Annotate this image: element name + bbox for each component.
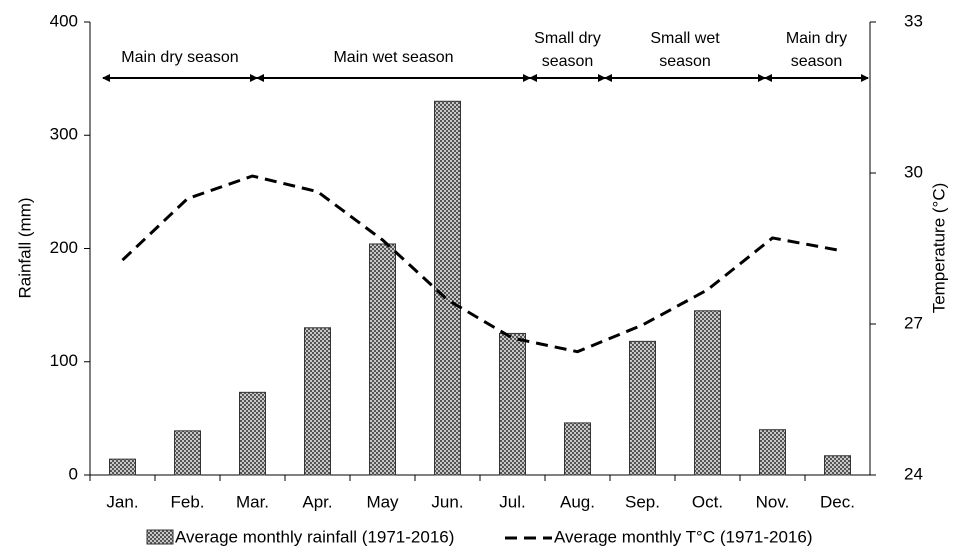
bar bbox=[564, 422, 591, 476]
x-tick-label: Feb. bbox=[170, 492, 204, 511]
season-label: Main dry bbox=[786, 30, 847, 47]
legend-label: Average monthly T°C (1971-2016) bbox=[554, 527, 812, 546]
x-tick-label: Oct. bbox=[692, 492, 723, 511]
season-label: season bbox=[791, 53, 843, 70]
x-tick-label: Mar. bbox=[236, 492, 269, 511]
y2-axis-label: Temperature (°C) bbox=[929, 183, 948, 314]
x-tick-label: Sep. bbox=[625, 492, 660, 511]
y-tick-label: 0 bbox=[69, 464, 78, 483]
x-tick-label: Aug. bbox=[560, 492, 595, 511]
x-tick-label: Jan. bbox=[106, 492, 138, 511]
x-tick-label: Nov. bbox=[756, 492, 790, 511]
y-tick-label: 300 bbox=[50, 125, 78, 144]
y2-tick-label: 27 bbox=[904, 313, 923, 332]
bar bbox=[174, 430, 201, 476]
y2-tick-label: 33 bbox=[904, 11, 923, 30]
y2-tick-label: 24 bbox=[904, 464, 923, 483]
temperature-line bbox=[121, 174, 838, 354]
season-label: Main wet season bbox=[333, 49, 453, 66]
x-tick-label: Apr. bbox=[302, 492, 332, 511]
season-label: season bbox=[542, 53, 594, 70]
bar bbox=[499, 332, 526, 476]
x-tick-label: Jun. bbox=[431, 492, 463, 511]
y-tick-label: 400 bbox=[50, 11, 78, 30]
y-tick-label: 200 bbox=[50, 238, 78, 257]
x-tick-label: May bbox=[366, 492, 399, 511]
bar bbox=[824, 455, 851, 476]
bar bbox=[109, 458, 136, 476]
season-label: Small wet bbox=[650, 30, 720, 47]
bar bbox=[694, 310, 721, 476]
bar bbox=[629, 340, 656, 476]
bar bbox=[759, 429, 786, 476]
legend-swatch bbox=[146, 529, 174, 545]
season-label: season bbox=[659, 53, 711, 70]
x-tick-label: Jul. bbox=[499, 492, 525, 511]
legend-label: Average monthly rainfall (1971-2016) bbox=[175, 527, 454, 546]
bar bbox=[239, 391, 266, 476]
bar bbox=[434, 100, 461, 476]
y-axis-label: Rainfall (mm) bbox=[15, 197, 34, 298]
y2-tick-label: 30 bbox=[904, 162, 923, 181]
y-tick-label: 100 bbox=[50, 351, 78, 370]
season-label: Main dry season bbox=[121, 49, 238, 66]
x-tick-label: Dec. bbox=[820, 492, 855, 511]
bar bbox=[369, 243, 396, 476]
season-label: Small dry bbox=[534, 30, 601, 47]
bar bbox=[304, 327, 331, 476]
